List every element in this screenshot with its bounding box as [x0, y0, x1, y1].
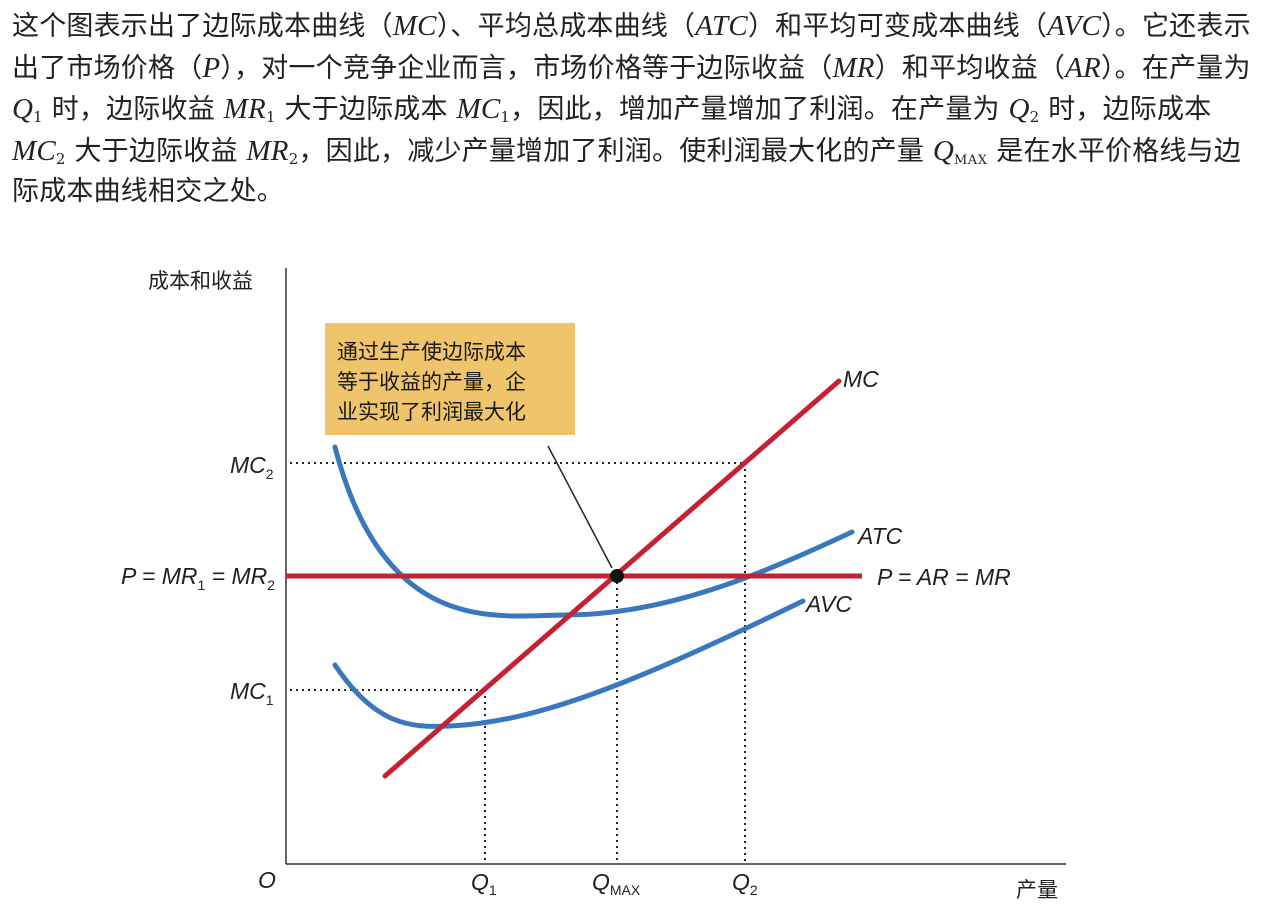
qmax-label: QMAX: [592, 869, 641, 898]
y-axis-label: 成本和收益: [148, 269, 253, 293]
q2-label: Q2: [732, 869, 758, 898]
mc2-label: MC2: [230, 452, 274, 482]
mc1-label: MC1: [230, 678, 274, 708]
atc-curve: [332, 444, 855, 619]
note-line-1: 通过生产使边际成本: [337, 340, 526, 364]
avc-curve-label: AVC: [804, 591, 852, 617]
avc-curve: [332, 598, 806, 729]
x-axis-label: 产量: [1016, 878, 1058, 902]
note-line-2: 等于收益的产量，企: [337, 370, 526, 394]
mc-curve-label: MC: [843, 366, 879, 392]
caption-paragraph: 这个图表示出了边际成本曲线（MC）、平均总成本曲线（ATC）和平均可变成本曲线（…: [12, 10, 1251, 207]
note-line-3: 业实现了利润最大化: [337, 400, 526, 424]
origin-label: O: [258, 867, 276, 893]
note-pointer: [547, 445, 613, 569]
atc-curve-label: ATC: [856, 523, 903, 549]
profit-max-point: [610, 569, 624, 583]
price-label: P = MR1 = MR2: [121, 563, 275, 593]
price-line-label: P = AR = MR: [877, 564, 1011, 590]
annotation-note: 通过生产使边际成本 等于收益的产量，企 业实现了利润最大化: [325, 323, 575, 435]
q1-label: Q1: [471, 869, 497, 898]
